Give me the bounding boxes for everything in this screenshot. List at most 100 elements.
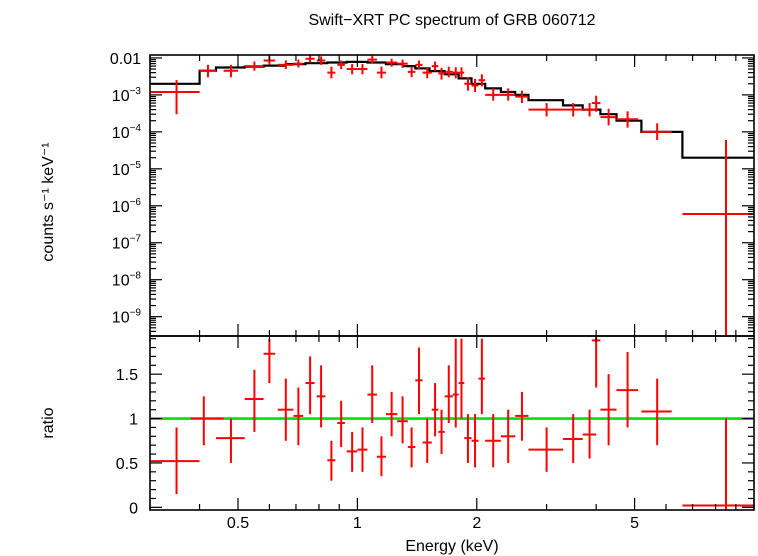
spectrum-data-point <box>397 59 408 68</box>
x-tick-label: 2 <box>472 515 481 532</box>
y-tick-label: 10−4 <box>112 123 142 142</box>
spectrum-data-point <box>616 111 639 128</box>
y-tick-label: 10−8 <box>112 271 142 290</box>
ratio-data-point <box>385 391 398 437</box>
y-tick-label: 10−6 <box>112 197 142 216</box>
spectrum-data-point <box>376 66 386 79</box>
ratio-data-point <box>346 431 358 472</box>
ratio-y-tick-labels: 0 0.5 1 1.5 <box>116 367 138 517</box>
spectrum-y-axis-label: counts s⁻¹ keV⁻¹ <box>40 142 57 261</box>
spectrum-data-point <box>357 64 368 75</box>
ratio-data-point <box>641 378 672 446</box>
ratio-data-point <box>431 383 439 437</box>
ratio-data-point <box>215 418 245 463</box>
spectrum-panel: 0.01 10−3 10−4 10−5 10−6 10−7 10−8 10−9 counts … <box>40 51 755 337</box>
spectrum-data-point <box>682 140 754 336</box>
spectrum-axis-ticks <box>149 55 755 337</box>
ratio-data-point <box>422 418 432 463</box>
ratio-data-point <box>438 409 445 455</box>
ratio-data-point <box>367 365 377 423</box>
y-tick-label: 10−7 <box>112 234 142 253</box>
x-axis-label: Energy (keV) <box>405 538 498 555</box>
spectrum-data-point <box>444 66 453 78</box>
spectrum-data-point <box>452 67 459 79</box>
ratio-data-point <box>563 414 583 463</box>
ratio-data-point <box>244 369 264 432</box>
ratio-data-point <box>452 338 459 428</box>
spectrum-data-point <box>471 78 479 92</box>
ratio-data-point <box>600 374 617 446</box>
ratio-data-point <box>305 356 315 415</box>
spectrum-data-point <box>305 55 315 63</box>
spectrum-data-point <box>563 103 583 117</box>
y-tick-label: 10−3 <box>112 86 142 105</box>
ratio-axis-ticks <box>149 336 755 510</box>
ratio-data-point <box>415 347 423 415</box>
ratio-data-point <box>407 427 416 468</box>
spectrum-data-point <box>582 103 597 117</box>
spectrum-data-point <box>485 88 501 101</box>
spectrum-data-point <box>407 66 416 78</box>
ratio-data-point <box>682 418 754 510</box>
spectrum-data-point <box>327 66 336 79</box>
ratio-data-point <box>277 378 294 441</box>
ratio-data-point <box>471 414 479 468</box>
ratio-data-point <box>616 351 639 428</box>
spectrum-data-point <box>591 95 601 112</box>
spectrum-data-point <box>600 108 617 126</box>
ratio-panel: 0 0.5 1 1.5 0.5 1 2 5 ratio Energy (keV) <box>40 335 755 555</box>
spectrum-data-point <box>316 56 326 65</box>
chart-title: Swift−XRT PC spectrum of GRB 060712 <box>308 12 595 29</box>
y-tick-label: 10−5 <box>112 160 142 179</box>
ratio-data-point <box>190 396 224 446</box>
ratio-data-point <box>478 338 486 415</box>
spectrum-data-point <box>431 61 439 71</box>
ratio-data-point <box>458 338 465 419</box>
ratio-data-point <box>316 365 326 428</box>
spectrum-data-point <box>641 123 672 141</box>
ratio-data-point <box>263 338 276 384</box>
spectrum-y-tick-labels: 0.01 10−3 10−4 10−5 10−6 10−7 10−8 10−9 <box>110 51 142 327</box>
spectrum-data-point <box>464 77 472 91</box>
y-tick-label: 1.5 <box>116 367 138 384</box>
spectrum-data-point <box>515 90 529 104</box>
x-tick-label: 0.5 <box>227 515 249 532</box>
spectrum-data-point <box>438 67 445 80</box>
ratio-data-point <box>357 427 368 472</box>
spectrum-data-point <box>223 64 238 78</box>
ratio-data-point <box>376 436 386 477</box>
ratio-data-point <box>500 409 516 463</box>
ratio-data-point <box>293 387 304 446</box>
energy-x-tick-labels: 0.5 1 2 5 <box>227 515 639 532</box>
spectrum-data-point <box>150 80 200 115</box>
ratio-data-point <box>444 365 453 423</box>
y-tick-label: 0.01 <box>110 51 141 68</box>
ratio-data-point <box>591 336 601 388</box>
ratio-panel-frame <box>149 335 755 511</box>
spectrum-data-point <box>458 67 465 79</box>
x-tick-label: 5 <box>630 515 639 532</box>
spectrum-data-point <box>528 103 564 117</box>
ratio-data-point <box>337 400 345 447</box>
model-step-curve <box>150 60 754 159</box>
spectrum-data-point <box>199 64 216 78</box>
ratio-data-point <box>150 427 200 495</box>
spectrum-data-point <box>422 67 432 79</box>
ratio-data-point <box>327 440 336 481</box>
ratio-data-point <box>485 414 501 468</box>
data-points-group <box>150 55 754 336</box>
y-tick-label: 10−9 <box>112 308 142 327</box>
ratio-data-point <box>464 414 472 463</box>
ratio-data-point <box>582 409 597 459</box>
spectrum-data-point <box>478 74 486 87</box>
spectrum-data-point <box>385 58 398 67</box>
ratio-y-axis-label: ratio <box>40 407 57 438</box>
spectrum-data-point <box>277 60 294 70</box>
y-tick-label: 0.5 <box>116 456 138 473</box>
model-curve-group <box>150 60 754 159</box>
ratio-data-point <box>528 427 564 472</box>
spectrum-data-point <box>500 88 516 101</box>
spectrum-data-point <box>337 60 345 70</box>
ratio-data-point <box>397 396 408 444</box>
